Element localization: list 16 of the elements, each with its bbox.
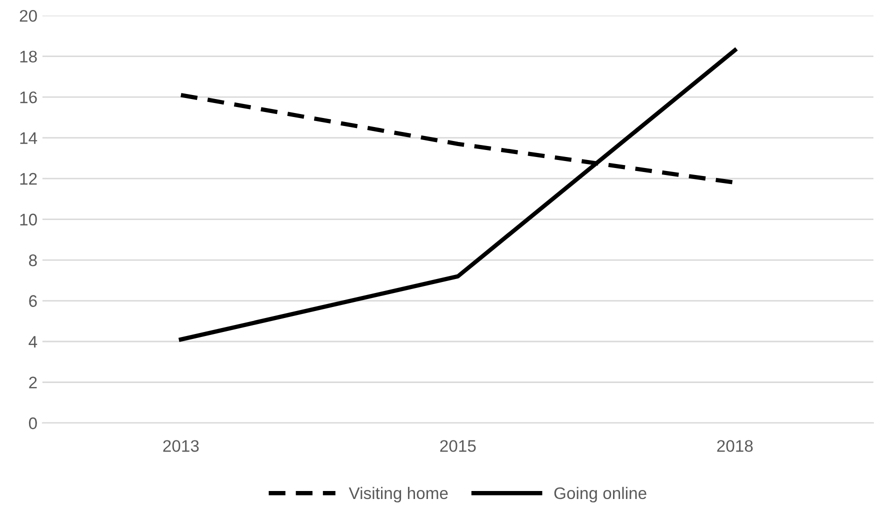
legend-label: Visiting home <box>348 486 448 502</box>
y-tick-label: 10 <box>20 214 37 226</box>
legend-label: Going online <box>554 486 646 502</box>
x-tick-label: 2018 <box>717 440 753 452</box>
y-tick-label: 0 <box>28 417 37 430</box>
y-tick-label: 16 <box>20 91 37 104</box>
y-tick-label: 8 <box>29 254 37 266</box>
y-tick-label: 2 <box>29 376 37 388</box>
y-tick-label: 20 <box>20 10 37 22</box>
y-tick-label: 18 <box>20 50 37 63</box>
y-tick-label: 4 <box>28 336 38 348</box>
y-tick-label: 14 <box>20 132 38 144</box>
y-tick-label: 12 <box>20 172 37 185</box>
x-tick-label: 2015 <box>440 440 476 452</box>
y-tick-label: 6 <box>29 295 37 307</box>
x-tick-label: 2013 <box>163 440 199 452</box>
